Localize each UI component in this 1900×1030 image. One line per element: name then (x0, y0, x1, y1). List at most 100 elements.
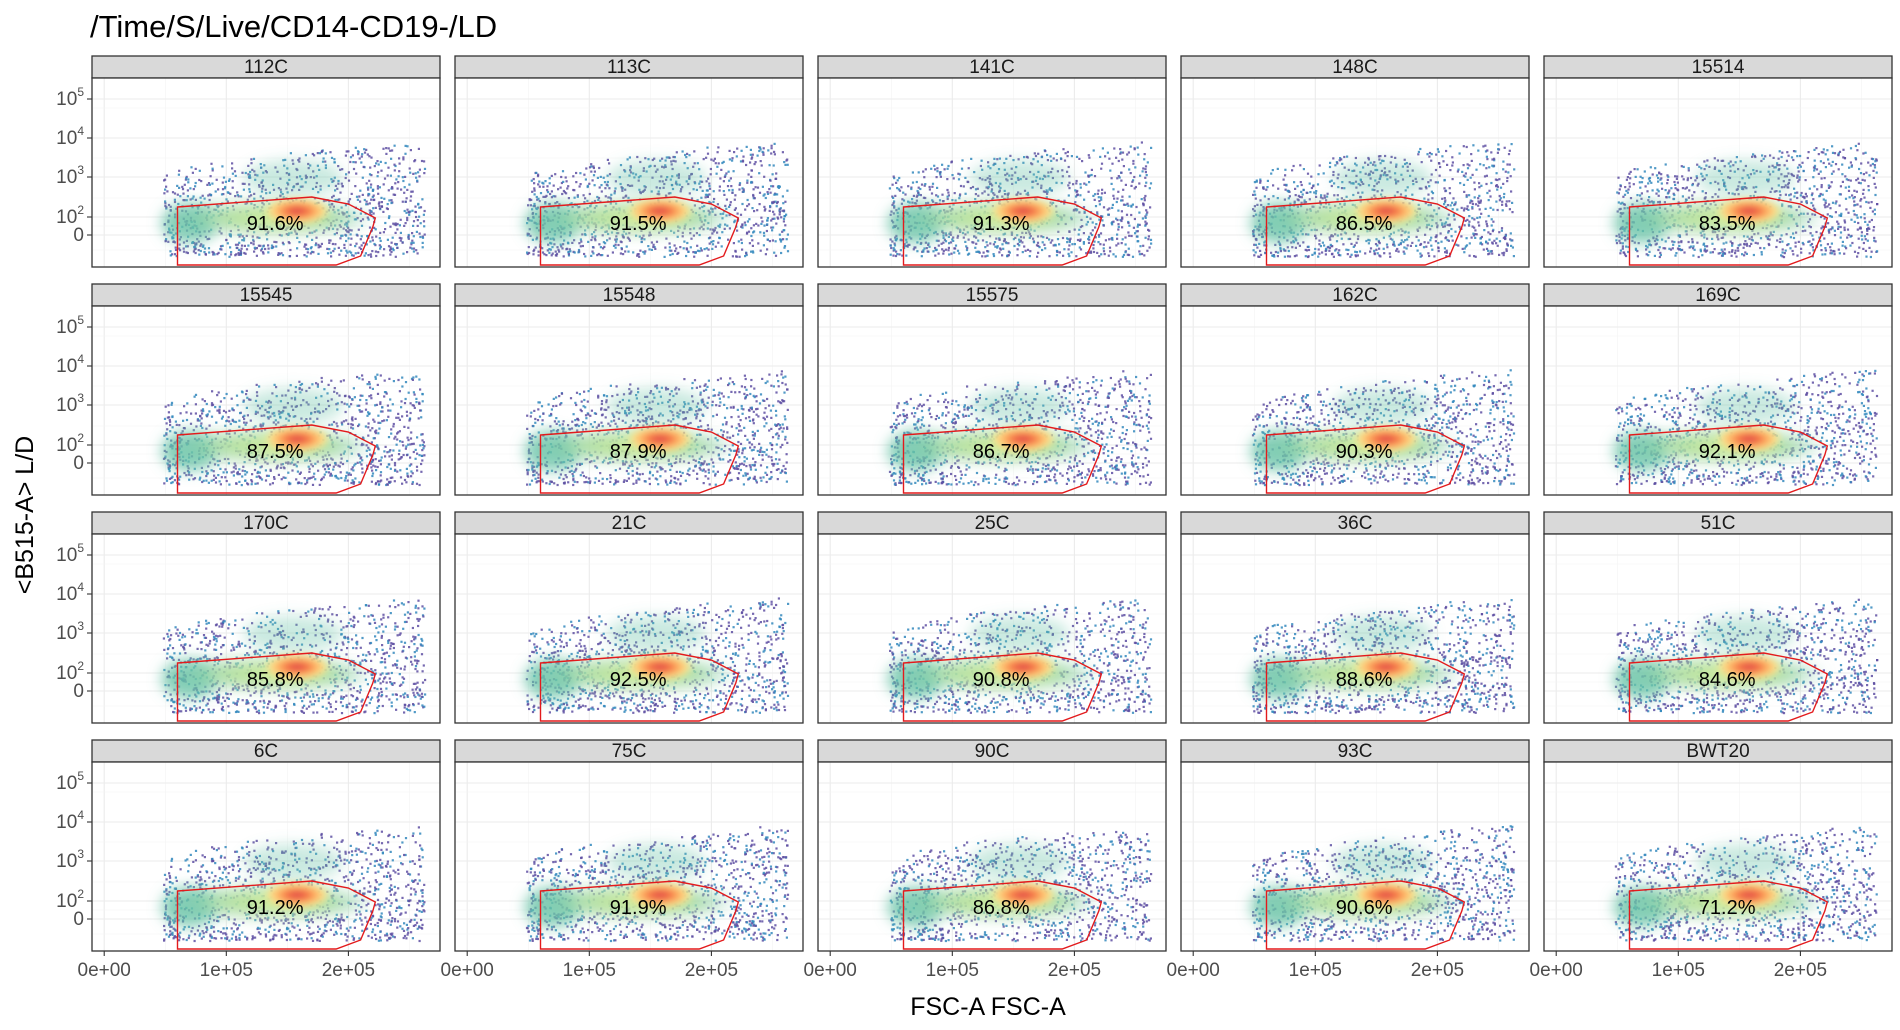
density-dot (987, 194, 989, 196)
density-dot (202, 195, 204, 197)
density-dot (744, 222, 746, 224)
density-dot (187, 178, 189, 180)
density-dot (694, 162, 696, 164)
density-dot (402, 242, 404, 244)
density-dot (361, 153, 363, 155)
density-dot (1406, 238, 1408, 240)
density-dot (1808, 151, 1810, 153)
density-dot (1101, 163, 1103, 165)
density-dot (1843, 227, 1845, 229)
density-dot (1408, 236, 1410, 238)
density-dot (901, 203, 903, 205)
density-dot (952, 240, 954, 242)
density-dot (411, 210, 413, 212)
density-dot (763, 206, 765, 208)
density-dot (936, 167, 938, 169)
density-dot (1377, 252, 1379, 254)
density-dot (373, 243, 375, 245)
density-dot (1444, 247, 1446, 249)
density-dot (1495, 179, 1497, 181)
density-dot (995, 238, 997, 240)
density-dot (222, 188, 224, 190)
density-dot (1383, 237, 1385, 239)
density-dot (1306, 192, 1308, 194)
density-dot (1706, 250, 1708, 252)
density-dot (406, 251, 408, 253)
density-dot (402, 158, 404, 160)
density-dot (993, 255, 995, 257)
density-dot (702, 190, 704, 192)
density-dot (1503, 254, 1505, 256)
density-dot (585, 167, 587, 169)
density-dot (330, 252, 332, 254)
density-dot (1256, 180, 1258, 182)
density-dot (1126, 153, 1128, 155)
density-dot (708, 183, 710, 185)
density-dot (1128, 151, 1130, 153)
density-dot (545, 254, 547, 256)
density-dot (765, 253, 767, 255)
density-dot (211, 183, 213, 185)
density-dot (1441, 155, 1443, 157)
density-dot (1468, 223, 1470, 225)
density-dot (1486, 175, 1488, 177)
density-dot (227, 242, 229, 244)
density-dot (720, 169, 722, 171)
density-dot (1058, 243, 1060, 245)
density-dot (1141, 141, 1143, 143)
density-dot (1150, 182, 1152, 184)
density-dot (230, 235, 232, 237)
density-dot (1091, 174, 1093, 176)
density-dot (756, 209, 758, 211)
density-dot (1473, 255, 1475, 257)
density-dot (1117, 228, 1119, 230)
density-dot (1688, 241, 1690, 243)
density-dot (593, 174, 595, 176)
density-dot (1451, 235, 1453, 237)
density-dot (1137, 240, 1139, 242)
density-dot (1430, 237, 1432, 239)
density-dot (379, 232, 381, 234)
density-dot (1026, 156, 1028, 158)
density-dot (597, 199, 599, 201)
density-dot (736, 230, 738, 232)
density-dot (1349, 238, 1351, 240)
density-dot (933, 165, 935, 167)
density-dot (691, 197, 693, 199)
density-dot (712, 240, 714, 242)
density-dot (1497, 209, 1499, 211)
density-dot (1428, 255, 1430, 257)
density-dot (1101, 219, 1103, 221)
density-dot (686, 153, 688, 155)
density-dot (1337, 252, 1339, 254)
density-dot (416, 180, 418, 182)
density-dot (1137, 224, 1139, 226)
density-dot (547, 191, 549, 193)
density-dot (916, 250, 918, 252)
density-dot (1438, 163, 1440, 165)
density-dot (1811, 243, 1813, 245)
density-dot (1099, 203, 1101, 205)
density-dot (1317, 173, 1319, 175)
density-dot (669, 246, 671, 248)
density-dot (1838, 226, 1840, 228)
density-dot (551, 190, 553, 192)
density-dot (580, 241, 582, 243)
density-dot (1325, 250, 1327, 252)
density-dot (1616, 191, 1618, 193)
density-dot (750, 154, 752, 156)
density-dot (782, 202, 784, 204)
density-dot (1347, 249, 1349, 251)
density-dot (600, 246, 602, 248)
density-dot (1660, 173, 1662, 175)
density-dot (707, 178, 709, 180)
density-dot (614, 192, 616, 194)
density-dot (534, 190, 536, 192)
density-dot (1020, 240, 1022, 242)
density-dot (1501, 230, 1503, 232)
density-dot (1441, 198, 1443, 200)
density-dot (911, 198, 913, 200)
density-dot (654, 248, 656, 250)
density-dot (1284, 169, 1286, 171)
density-dot (742, 156, 744, 158)
